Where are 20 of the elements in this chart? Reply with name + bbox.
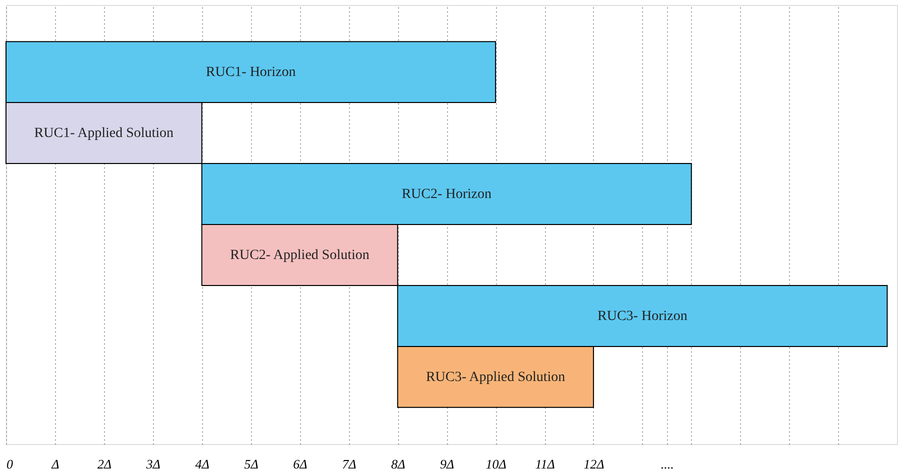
x-tick-label: 8Δ	[391, 456, 406, 472]
y-tick-label: RUC2- Horizon	[402, 187, 492, 202]
x-tick-label: 11Δ	[535, 456, 556, 472]
x-tick-label: 5Δ	[244, 456, 259, 472]
x-tick-label: 4Δ	[195, 456, 210, 472]
x-tick-label: 7Δ	[342, 456, 357, 472]
y-tick-label: RUC1- Horizon	[206, 65, 296, 80]
y-tick-label: RUC3- Applied Solution	[426, 370, 566, 385]
y-tick-label: RUC1- Applied Solution	[34, 126, 174, 142]
y-tick-label: RUC3- Horizon	[598, 308, 688, 324]
x-tick-label: 9Δ	[440, 456, 455, 472]
x-tick-label: Δ	[50, 456, 60, 472]
x-tick-label: 10Δ	[486, 456, 507, 472]
x-tick-label: 6Δ	[293, 456, 308, 472]
x-tick-label: 12Δ	[584, 456, 605, 472]
x-tick-label: 0	[6, 456, 14, 472]
x-tick-label: ....	[660, 456, 674, 472]
x-tick-label: 3Δ	[145, 456, 161, 472]
y-tick-label: RUC2- Applied Solution	[230, 248, 370, 263]
x-tick-label: 2Δ	[97, 456, 112, 472]
